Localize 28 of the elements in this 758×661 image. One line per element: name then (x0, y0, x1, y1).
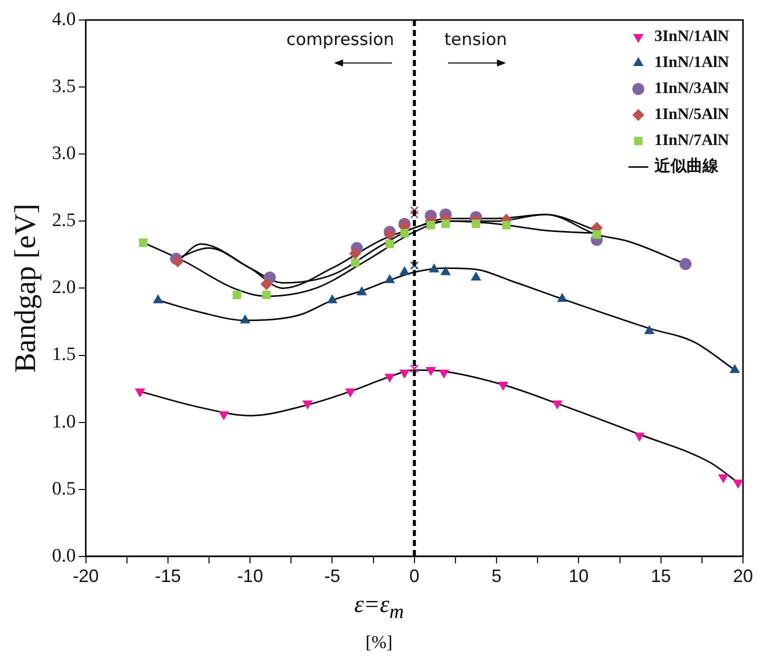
x-tick-label: 15 (650, 566, 671, 586)
legend-label: 1InN/7AlN (654, 132, 730, 150)
x-tick-label: 20 (732, 566, 754, 586)
y-tick-label: 1.0 (52, 411, 76, 432)
x-axis-title: ε=ε$_{m}$ [%] (353, 591, 405, 654)
legend-label: 3InN/1AlN (654, 28, 730, 46)
y-tick-label: 0.0 (52, 545, 76, 566)
legend-label: 1InN/3AlN (654, 80, 730, 98)
x-tick-label: -10 (237, 566, 264, 586)
x-tick-label: -20 (72, 566, 99, 586)
y-tick-label: 2.5 (52, 210, 76, 232)
x-tick-label: 5 (492, 566, 502, 586)
legend-label: 1InN/5AlN (654, 106, 730, 124)
x-tick-label: 0 (409, 566, 420, 586)
y-tick-label: 2.0 (52, 277, 76, 298)
y-tick-label: 1.5 (52, 344, 76, 366)
y-tick-label: 3.5 (52, 76, 76, 98)
y-tick-label: 0.5 (52, 478, 76, 500)
y-axis-title: Bandgap [eV] (8, 204, 42, 373)
legend-label: 1InN/1AlN (654, 54, 730, 72)
annotation: compression (286, 30, 394, 50)
legend-label: 近似曲線 (653, 157, 720, 176)
x-tick-label: -5 (324, 566, 340, 586)
x-tick-label: -15 (154, 566, 181, 586)
annotation: tension (444, 30, 508, 50)
x-tick-label: 10 (568, 566, 589, 586)
y-tick-label: 3.0 (52, 143, 76, 164)
y-tick-label: 4.0 (52, 8, 76, 30)
